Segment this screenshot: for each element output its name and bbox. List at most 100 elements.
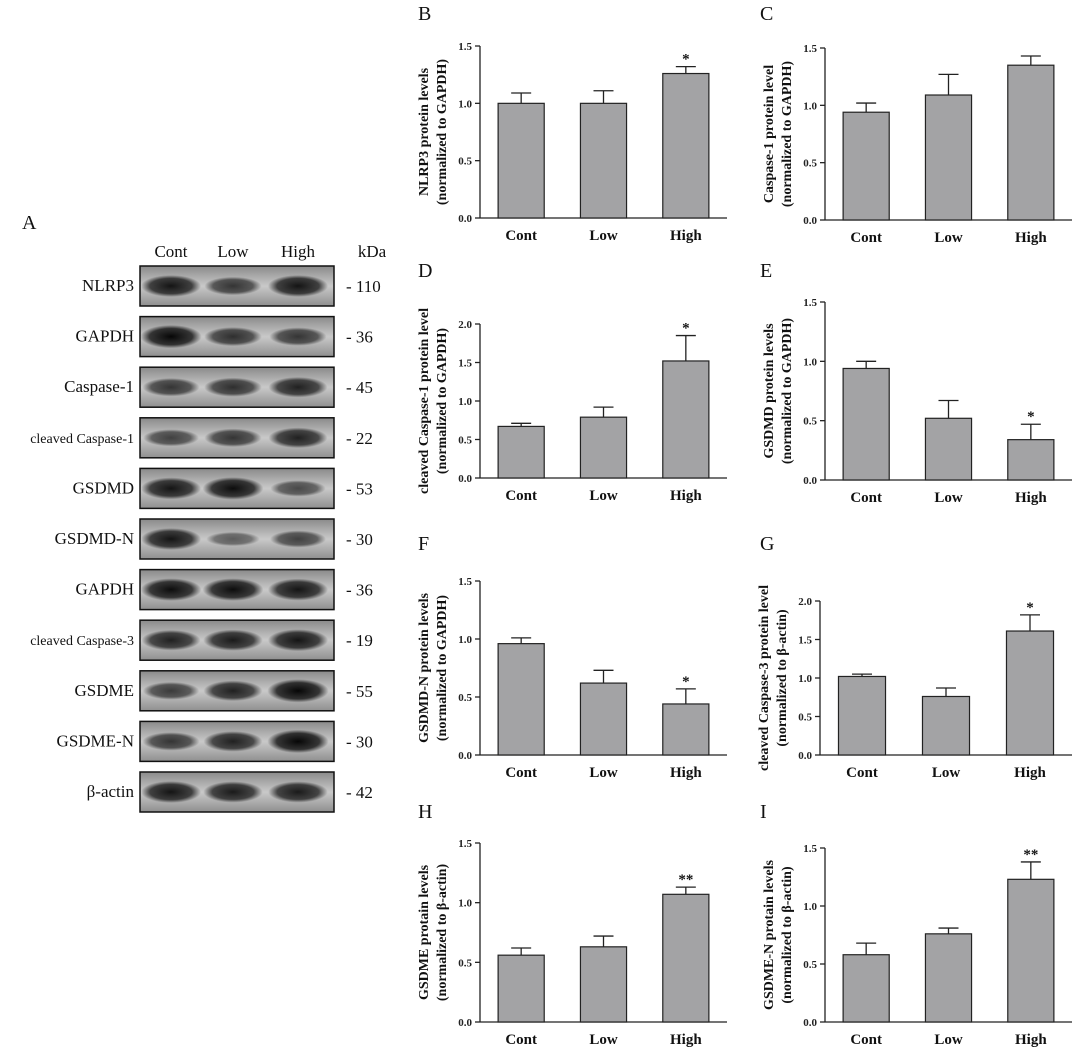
chart-panel-e: E 0.0 0.5 1.0 1.5 Cont Low * High GSDMD protein l… — [760, 260, 1072, 506]
blot-rows: NLRP3 - 110 GAPDH - 36 Caspase-1 - 45 cleaved … — [30, 265, 381, 813]
blot-band — [206, 531, 260, 547]
y-tick-label: 0.0 — [803, 215, 817, 227]
x-category-label: Cont — [505, 765, 537, 781]
bar-cont — [497, 102, 545, 219]
significance-marker: * — [682, 52, 690, 68]
blot-band — [267, 275, 329, 297]
blot-band — [140, 275, 202, 297]
blot-band — [140, 578, 202, 601]
blot-band — [267, 679, 329, 703]
y-tick-label: 0.5 — [798, 712, 812, 724]
y-tick-label: 2.0 — [798, 596, 812, 608]
blot-band — [204, 276, 262, 296]
blot-band — [268, 781, 328, 803]
y-tick-label: 0.0 — [803, 1017, 817, 1029]
x-category-label: Low — [589, 1032, 618, 1047]
x-category-label: Cont — [505, 228, 537, 244]
y-tick-label: 1.5 — [458, 576, 472, 588]
y-tick-label: 1.5 — [458, 41, 472, 53]
x-category-label: Cont — [850, 230, 882, 246]
x-category-label: High — [1015, 1032, 1047, 1047]
blot-band — [142, 732, 200, 751]
y-tick-label: 0.0 — [458, 1017, 472, 1029]
blot-row-kda: - 55 — [346, 682, 373, 701]
blot-band — [267, 578, 329, 601]
bar-low — [579, 946, 628, 1023]
y-tick-label: 1.0 — [798, 673, 812, 685]
bar-low — [921, 695, 971, 756]
y-tick-label: 0.0 — [458, 750, 472, 762]
chart-panel-h: H 0.0 0.5 1.0 1.5 Cont Low ** High GSDME protain … — [417, 801, 727, 1047]
y-axis-label: GSDMD-N protein levels — [417, 593, 432, 743]
significance-marker: * — [1027, 409, 1035, 425]
lane-header-cont: Cont — [154, 242, 187, 261]
blot-band — [140, 528, 202, 550]
y-tick-label: 0.5 — [458, 692, 472, 704]
blot-row-kda: - 36 — [346, 581, 373, 600]
significance-marker: * — [1026, 600, 1034, 616]
blot-band — [203, 781, 263, 803]
bar-high — [1007, 439, 1055, 481]
y-tick-label: 1.5 — [458, 358, 472, 370]
bar-low — [924, 94, 973, 221]
blot-row-kda: - 36 — [346, 328, 373, 347]
bar-cont — [497, 643, 545, 756]
bar-charts: B 0.0 0.5 1.0 1.5 Cont Low * High NLRP3 protein l… — [417, 3, 1072, 1047]
blot-band — [142, 681, 200, 700]
blot-band — [270, 530, 326, 548]
panel-letter: E — [760, 260, 772, 282]
y-axis-label: NLRP3 protein levels — [417, 67, 432, 196]
x-category-label: Cont — [505, 488, 537, 504]
blot-row: β-actin - 42 — [87, 771, 373, 813]
bar-cont — [842, 111, 890, 221]
bar-high — [662, 893, 710, 1023]
blot-row-kda: - 30 — [346, 530, 373, 549]
y-tick-label: 2.0 — [458, 319, 472, 331]
blot-band — [202, 477, 264, 500]
y-axis-label-normalization: (normalized to β-actin) — [435, 864, 450, 1002]
y-axis-label: GSDME protain levels — [417, 864, 432, 1000]
bar-low — [579, 416, 628, 479]
y-tick-label: 1.0 — [803, 356, 817, 368]
blot-row: GSDME - 55 — [74, 670, 373, 712]
x-category-label: Low — [934, 490, 963, 506]
bar-high — [1005, 630, 1055, 756]
x-category-label: Low — [589, 228, 618, 244]
panel-letter: C — [760, 3, 773, 25]
y-tick-label: 0.5 — [458, 435, 472, 447]
x-category-label: High — [670, 228, 702, 244]
bar-low — [924, 417, 973, 481]
blot-band — [203, 731, 263, 752]
x-category-label: Cont — [846, 765, 878, 781]
y-tick-label: 1.5 — [458, 838, 472, 850]
blot-row-kda: - 45 — [346, 378, 373, 397]
panel-letter: B — [418, 3, 431, 25]
y-tick-label: 1.5 — [803, 843, 817, 855]
y-axis-label: cleaved Caspase-1 protein level — [417, 308, 432, 494]
blot-band — [203, 680, 263, 702]
blot-band — [268, 376, 328, 398]
western-blot-panel: A Cont Low High kDa NLRP3 - 110 GAPDH - 36 C… — [22, 212, 387, 813]
y-tick-label: 1.0 — [458, 396, 472, 408]
y-axis-label: GSDMD protein levels — [762, 323, 777, 459]
blot-band — [140, 781, 202, 803]
blot-row-label: GAPDH — [75, 327, 134, 346]
bar-low — [579, 682, 628, 756]
blot-row-kda: - 42 — [346, 783, 373, 802]
blot-row-label: cleaved Caspase-1 — [30, 432, 134, 447]
blot-band — [202, 578, 264, 601]
blot-band — [204, 428, 262, 447]
significance-marker: * — [682, 674, 690, 690]
y-axis-label-normalization: (normalized to GAPDH) — [435, 595, 450, 742]
y-tick-label: 1.0 — [458, 98, 472, 110]
bar-low — [924, 933, 973, 1023]
blot-band — [204, 377, 262, 397]
x-category-label: High — [670, 1032, 702, 1047]
significance-marker: ** — [1023, 847, 1038, 863]
y-axis-label-normalization: (normalized to GAPDH) — [435, 328, 450, 475]
lane-header-low: Low — [217, 242, 249, 261]
lane-header-high: High — [281, 242, 316, 261]
y-axis-label: GSDME-N protain levels — [762, 860, 777, 1010]
y-tick-label: 0.0 — [458, 213, 472, 225]
